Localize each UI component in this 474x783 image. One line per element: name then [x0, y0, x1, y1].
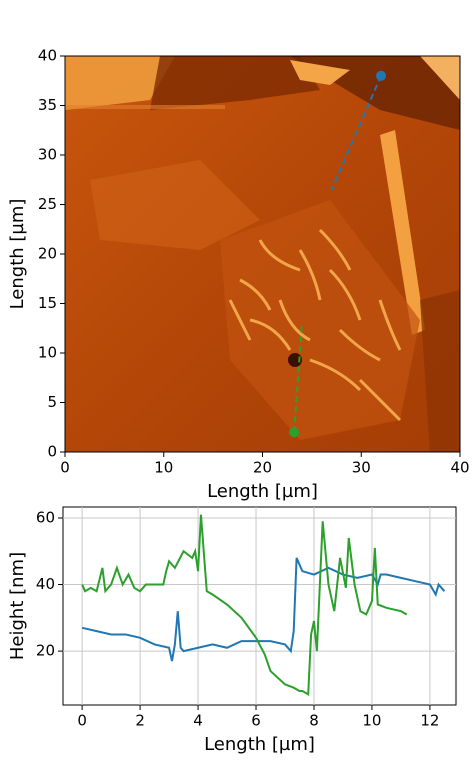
y-tick-label: 10 — [38, 344, 57, 362]
x-tick-label: 10 — [154, 459, 173, 477]
afm-image — [65, 56, 460, 452]
y-tick-label: 20 — [36, 642, 55, 660]
x-tick-label: 2 — [135, 712, 145, 730]
x-tick-label: 12 — [420, 712, 439, 730]
y-tick-label: 30 — [38, 146, 57, 164]
y-tick-label: 40 — [38, 47, 57, 65]
x-axis-label: Length [µm] — [207, 481, 318, 502]
y-axis-label: Length [µm] — [7, 199, 28, 310]
y-tick-label: 25 — [38, 195, 57, 213]
x-tick-label: 10 — [362, 712, 381, 730]
x-tick-label: 20 — [253, 459, 272, 477]
x-tick-label: 0 — [60, 459, 70, 477]
x-tick-label: 8 — [309, 712, 319, 730]
profile-line — [293, 323, 303, 433]
x-axis-label: Length [µm] — [204, 734, 315, 755]
y-tick-label: 40 — [36, 575, 55, 593]
y-tick-label: 60 — [36, 508, 55, 526]
profile-start — [376, 70, 386, 81]
x-tick-label: 6 — [251, 712, 261, 730]
x-tick-label: 4 — [193, 712, 203, 730]
plot-frame — [62, 506, 457, 706]
x-tick-label: 30 — [352, 459, 371, 477]
profile-line — [330, 75, 382, 191]
x-tick-label: 0 — [77, 712, 87, 730]
y-axis-label: Height [nm] — [7, 552, 28, 660]
y-tick-label: 0 — [47, 443, 57, 461]
y-tick-label: 35 — [38, 96, 57, 114]
y-tick-label: 5 — [47, 393, 57, 411]
x-tick-label: 40 — [450, 459, 469, 477]
profile-start — [289, 427, 300, 438]
y-tick-label: 20 — [38, 245, 57, 263]
series-line — [81, 514, 408, 697]
series-line — [81, 557, 446, 662]
y-tick-label: 15 — [38, 294, 57, 312]
